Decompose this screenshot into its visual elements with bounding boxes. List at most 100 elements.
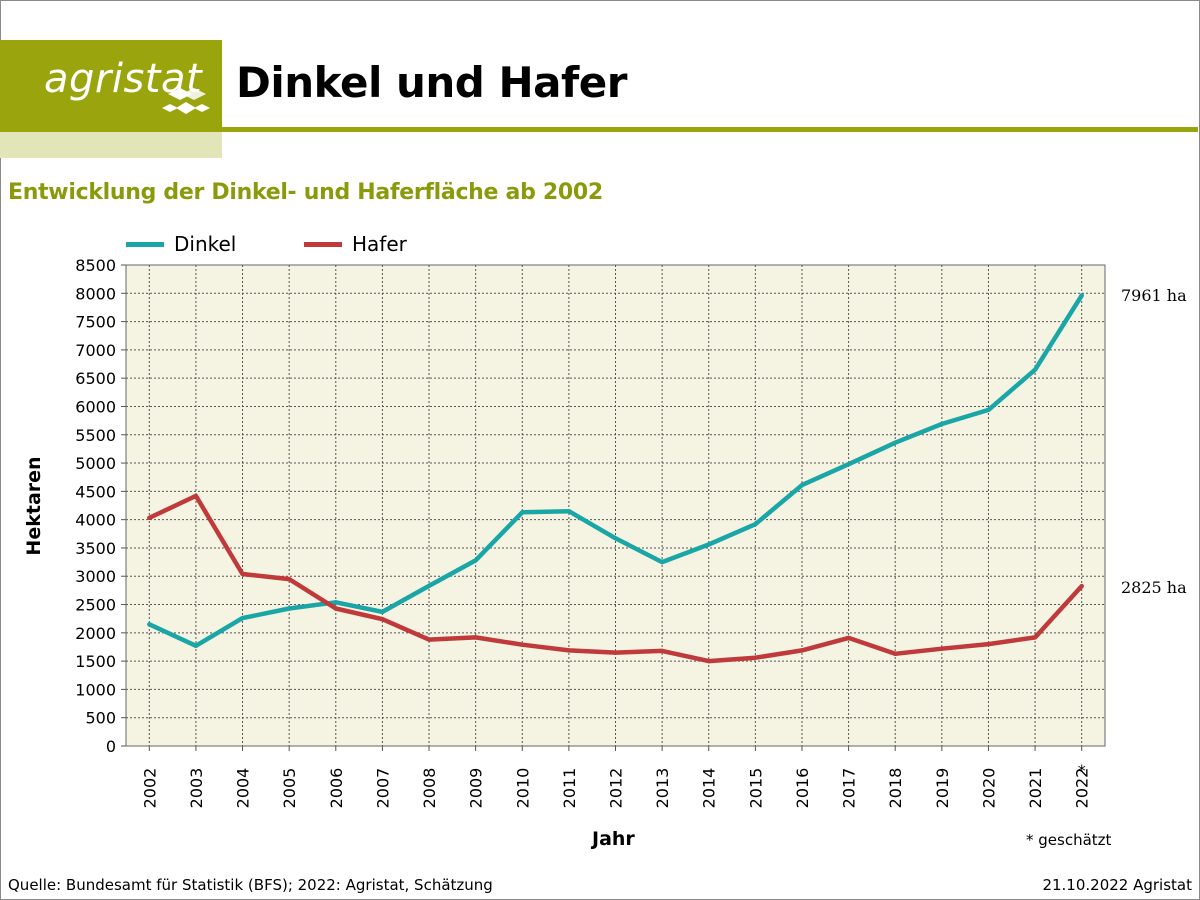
- data-point-hafer: [473, 635, 478, 640]
- x-tick-label: 2003: [187, 768, 206, 809]
- data-point-dinkel: [427, 583, 432, 588]
- data-point-dinkel: [660, 560, 665, 565]
- legend-swatch-hafer: [304, 241, 342, 247]
- data-point-dinkel: [333, 600, 338, 605]
- data-point-dinkel: [846, 462, 851, 467]
- data-point-hafer: [893, 651, 898, 656]
- data-point-dinkel: [473, 558, 478, 563]
- logo-mark-icon: [162, 88, 210, 114]
- legend-label-hafer: Hafer: [352, 232, 407, 256]
- data-point-dinkel: [240, 616, 245, 621]
- data-point-hafer: [846, 635, 851, 640]
- y-axis-label: Hektaren: [23, 456, 45, 556]
- legend-swatch-dinkel: [126, 241, 164, 247]
- x-tick-label: 2014: [700, 768, 719, 809]
- y-tick-label: 5500: [75, 426, 116, 445]
- y-tick-label: 1500: [75, 652, 116, 671]
- legend-item-dinkel: Dinkel: [126, 232, 236, 256]
- data-point-dinkel: [613, 536, 618, 541]
- data-point-hafer: [380, 617, 385, 622]
- x-tick-label: 2010: [513, 768, 532, 809]
- y-tick-label: 6000: [75, 397, 116, 416]
- x-tick-label: 2016: [793, 768, 812, 809]
- y-tick-label: 6500: [75, 369, 116, 388]
- y-tick-label: 5000: [75, 454, 116, 473]
- data-point-dinkel: [287, 606, 292, 611]
- end-label-hafer: 2825 ha: [1121, 578, 1187, 597]
- data-point-hafer: [613, 650, 618, 655]
- y-tick-label: 1000: [75, 680, 116, 699]
- y-tick-label: 7500: [75, 313, 116, 332]
- y-tick-label: 2000: [75, 624, 116, 643]
- x-tick-label: 2022: [1073, 768, 1092, 809]
- data-point-dinkel: [566, 509, 571, 514]
- x-tick-label: 2007: [373, 768, 392, 809]
- data-point-hafer: [706, 659, 711, 664]
- data-point-hafer: [333, 606, 338, 611]
- y-tick-label: 0: [106, 737, 116, 756]
- data-point-hafer: [660, 648, 665, 653]
- x-tick-label: 2006: [327, 768, 346, 809]
- y-tick-label: 2500: [75, 596, 116, 615]
- estimate-marker: *: [1078, 761, 1086, 780]
- data-point-dinkel: [939, 422, 944, 427]
- logo-band: [0, 132, 222, 158]
- x-tick-label: 2021: [1026, 768, 1045, 809]
- data-point-hafer: [427, 637, 432, 642]
- x-tick-label: 2009: [467, 768, 486, 809]
- data-point-dinkel: [193, 643, 198, 648]
- x-tick-label: 2020: [979, 768, 998, 809]
- data-point-hafer: [240, 571, 245, 576]
- data-point-dinkel: [380, 609, 385, 614]
- data-point-dinkel: [753, 522, 758, 527]
- page-title: Dinkel und Hafer: [236, 58, 627, 107]
- data-point-dinkel: [986, 407, 991, 412]
- data-point-dinkel: [799, 483, 804, 488]
- x-tick-label: 2011: [560, 768, 579, 809]
- end-label-dinkel: 7961 ha: [1121, 286, 1187, 305]
- x-tick-label: 2019: [933, 768, 952, 809]
- y-tick-label: 3500: [75, 539, 116, 558]
- data-point-hafer: [520, 642, 525, 647]
- y-tick-label: 8000: [75, 284, 116, 303]
- data-point-hafer: [147, 515, 152, 520]
- data-point-dinkel: [893, 440, 898, 445]
- chart-subtitle: Entwicklung der Dinkel- und Haferfläche …: [8, 180, 603, 205]
- plot-border: [125, 264, 1106, 747]
- x-tick-label: 2008: [420, 768, 439, 809]
- y-tick-label: 3000: [75, 567, 116, 586]
- data-point-hafer: [799, 648, 804, 653]
- footer-date: 21.10.2022 Agristat: [1042, 876, 1192, 894]
- data-point-dinkel: [1033, 367, 1038, 372]
- data-point-hafer: [287, 577, 292, 582]
- data-point-hafer: [1079, 584, 1084, 589]
- x-tick-label: 2002: [140, 768, 159, 809]
- x-tick-label: 2012: [607, 768, 626, 809]
- estimate-note: * geschätzt: [1026, 831, 1112, 849]
- data-point-dinkel: [706, 542, 711, 547]
- data-point-hafer: [753, 655, 758, 660]
- title-rule: [222, 127, 1198, 132]
- data-point-hafer: [193, 493, 198, 498]
- y-tick-label: 8500: [75, 256, 116, 275]
- legend-item-hafer: Hafer: [304, 232, 407, 256]
- data-point-hafer: [566, 648, 571, 653]
- logo-block: [0, 40, 222, 132]
- data-point-dinkel: [147, 622, 152, 627]
- x-tick-label: 2015: [746, 768, 765, 809]
- data-point-hafer: [1033, 635, 1038, 640]
- y-tick-label: 7000: [75, 341, 116, 360]
- x-tick-label: 2017: [840, 768, 859, 809]
- data-point-dinkel: [1079, 293, 1084, 298]
- x-tick-label: 2005: [280, 768, 299, 809]
- y-tick-label: 4500: [75, 482, 116, 501]
- legend-label-dinkel: Dinkel: [174, 232, 237, 256]
- y-tick-label: 500: [85, 709, 116, 728]
- x-tick-label: 2018: [886, 768, 905, 809]
- x-tick-label: 2013: [653, 768, 672, 809]
- y-tick-label: 4000: [75, 511, 116, 530]
- data-point-dinkel: [520, 510, 525, 515]
- data-point-hafer: [986, 642, 991, 647]
- x-tick-label: 2004: [234, 768, 253, 809]
